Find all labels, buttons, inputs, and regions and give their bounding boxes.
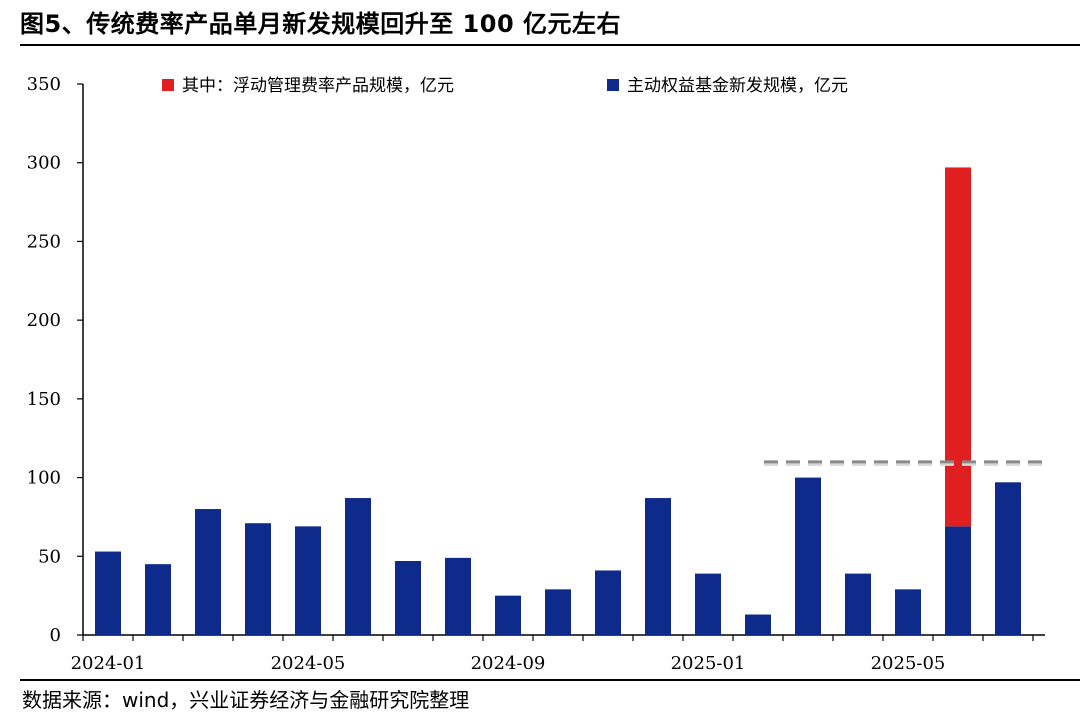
figure-title: 图5、传统费率产品单月新发规模回升至 100 亿元左右	[20, 10, 622, 38]
chart-bars	[95, 167, 1021, 635]
bar-main-2024-11	[595, 570, 621, 635]
legend-label: 其中：浮动管理费率产品规模，亿元	[182, 76, 454, 96]
legend-swatch	[162, 79, 174, 91]
bar-main-2024-07	[395, 561, 421, 635]
reference-line-group	[764, 460, 1045, 466]
title-divider	[20, 44, 1080, 46]
bar-main-2024-01	[95, 551, 121, 635]
bar-main-2024-02	[145, 564, 171, 635]
y-tick-label: 0	[50, 625, 61, 646]
bar-main-2025-06	[945, 526, 971, 635]
bar-main-2025-01	[695, 573, 721, 635]
chart-legend: 其中：浮动管理费率产品规模，亿元 主动权益基金新发规模，亿元	[162, 76, 848, 96]
bar-main-2024-10	[545, 589, 571, 635]
bar-main-2025-03	[795, 477, 821, 635]
bar-main-2024-08	[445, 557, 471, 635]
x-tick-label: 2025-05	[871, 653, 946, 674]
bar-main-2025-05	[895, 589, 921, 635]
bar-main-2024-09	[495, 595, 521, 635]
bar-main-2024-05	[295, 526, 321, 635]
y-tick-label: 200	[27, 310, 61, 331]
y-tick-label: 350	[27, 74, 61, 95]
source-divider	[20, 679, 1080, 681]
x-tick-label: 2024-05	[271, 653, 346, 674]
bar-main-2024-03	[195, 509, 221, 635]
legend-swatch	[607, 79, 619, 91]
y-tick-label: 100	[27, 468, 61, 489]
y-tick-label: 300	[27, 153, 61, 174]
bar-main-2024-04	[245, 523, 271, 635]
bar-main-2025-02	[745, 614, 771, 635]
y-tick-label: 50	[38, 546, 61, 567]
y-tick-label: 150	[27, 389, 61, 410]
source-note: 数据来源：wind，兴业证券经济与金融研究院整理	[22, 688, 470, 712]
bar-main-2024-06	[345, 498, 371, 635]
x-tick-label: 2024-01	[71, 653, 146, 674]
x-tick-label: 2024-09	[471, 653, 546, 674]
bar-main-2024-12	[645, 498, 671, 635]
y-tick-label: 250	[27, 231, 61, 252]
bar-chart: 0 50 100 150 200 250 300 350 2024-01 2024-05 2024-…	[27, 74, 1045, 674]
bar-floating-2025-06	[945, 167, 971, 527]
chart-axes: 0 50 100 150 200 250 300 350 2024-01 2024-05 2024-…	[27, 74, 1045, 674]
x-tick-label: 2025-01	[671, 653, 746, 674]
bar-main-2025-04	[845, 573, 871, 635]
bar-main-2025-07	[995, 482, 1021, 635]
legend-label: 主动权益基金新发规模，亿元	[627, 76, 848, 96]
